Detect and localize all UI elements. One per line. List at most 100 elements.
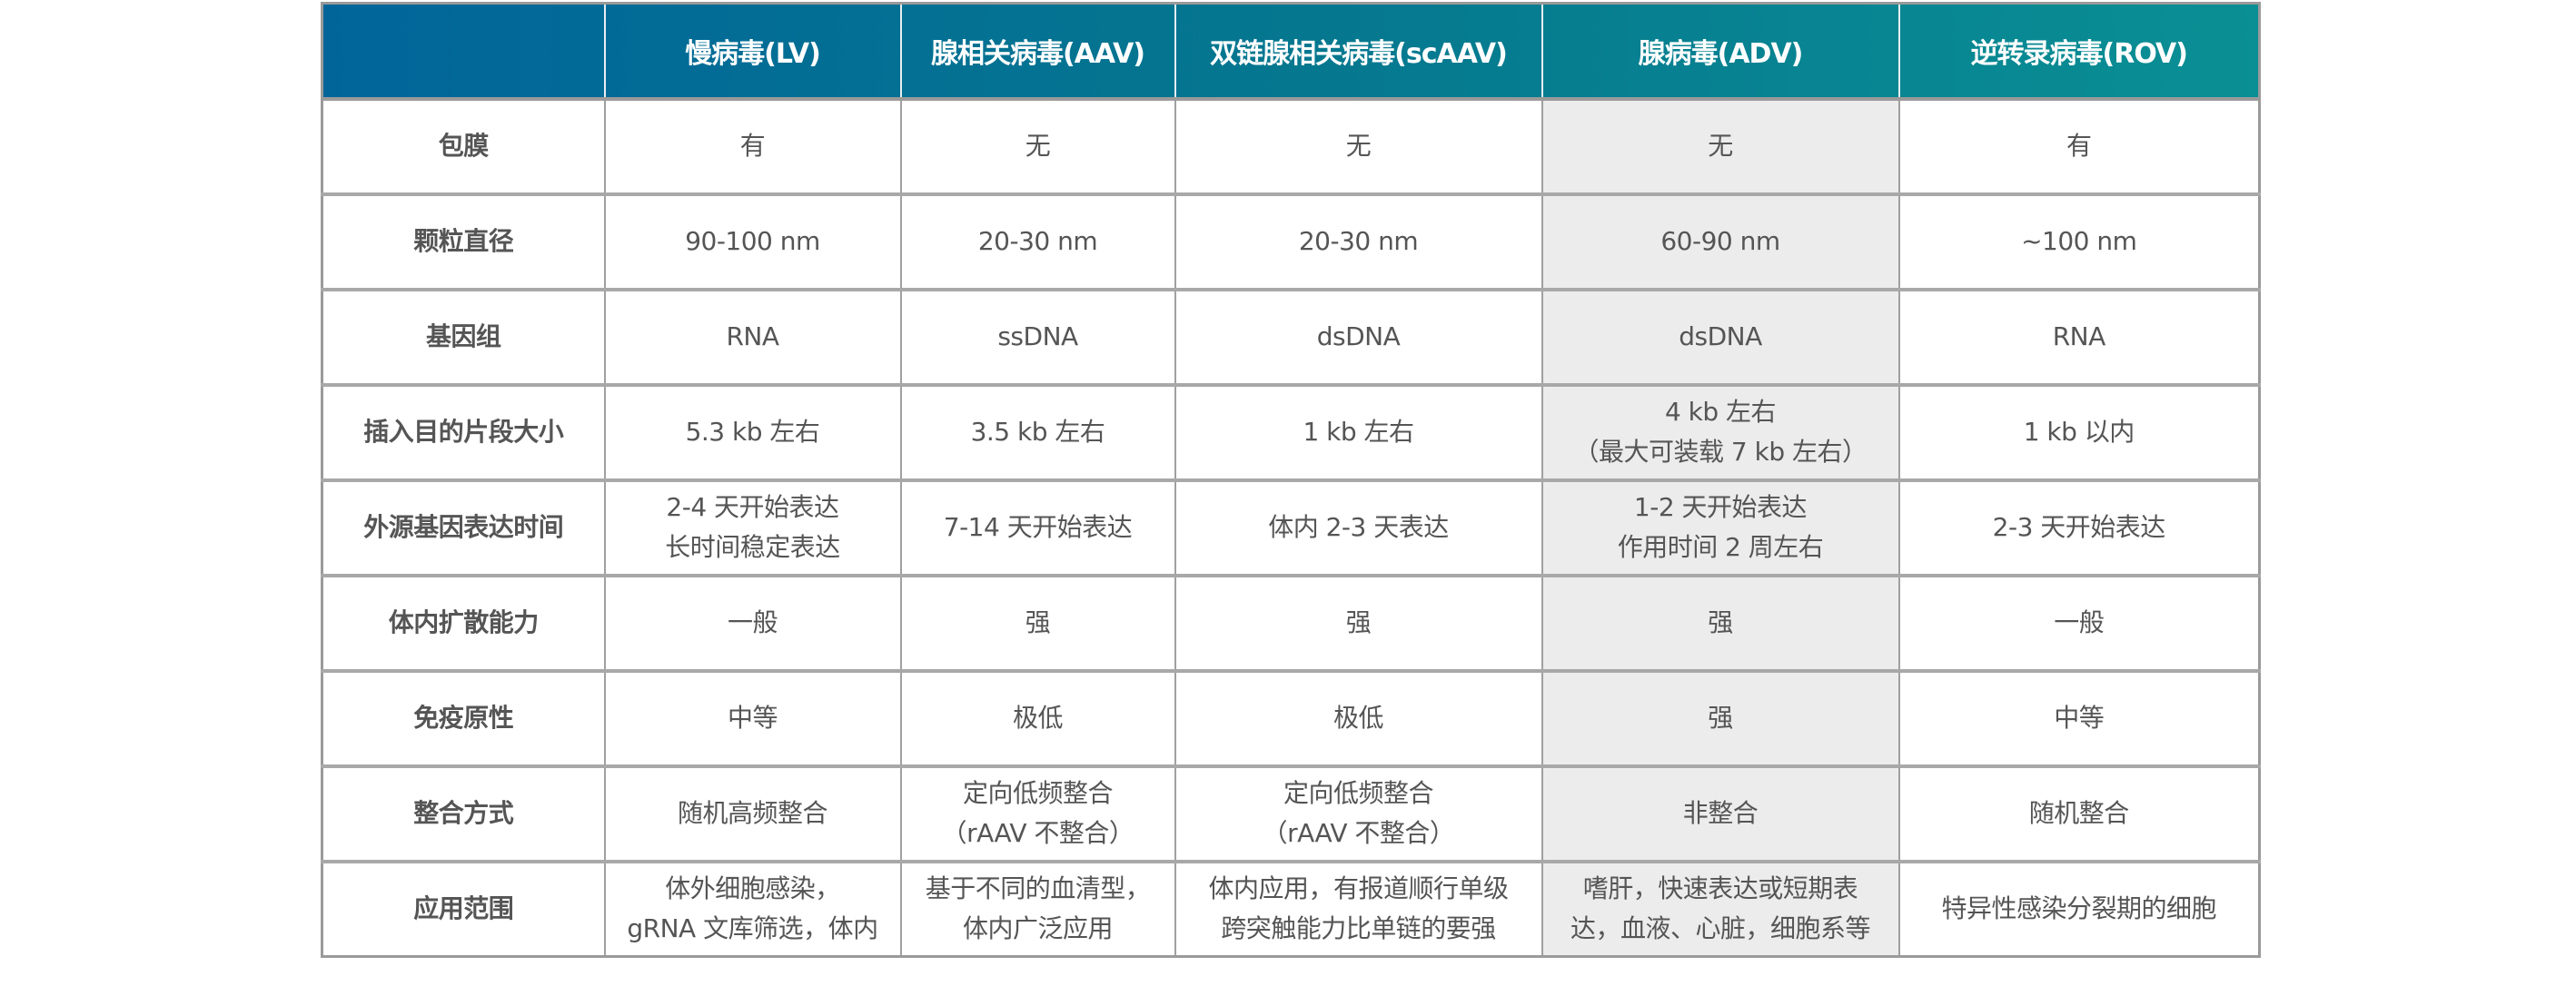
- cell-text-line: 极低: [1333, 703, 1384, 733]
- cell-text-line: 强: [1708, 703, 1733, 733]
- cell-text-line: 3.5 kb 左右: [970, 417, 1105, 447]
- cell-aav: 20-30 nm: [899, 192, 1175, 290]
- cell-scaav: 20-30 nm: [1174, 192, 1542, 290]
- column-header-rov: 逆转录病毒(ROV): [1897, 3, 2260, 101]
- corner-cell: [322, 3, 605, 101]
- cell-text-line: 体外细胞感染，: [665, 873, 840, 904]
- cell-text-line: dsDNA: [1679, 321, 1762, 351]
- table-row: 插入目的片段大小 5.3 kb 左右 3.5 kb 左右 1 kb 左右 4 kb 左右…: [322, 382, 2260, 480]
- cell-lv: 2-4 天开始表达 长时间稳定表达: [603, 478, 901, 576]
- cell-text-line: 定向低频整合: [1283, 778, 1434, 808]
- cell-text-line: 1 kb 以内: [2023, 417, 2135, 447]
- cell-rov: 一般: [1897, 573, 2260, 671]
- cell-text-line: 基于不同的血清型，: [925, 873, 1151, 904]
- cell-text-line: 1 kb 左右: [1303, 417, 1414, 447]
- cell-text-line: 长时间稳定表达: [665, 532, 840, 562]
- cell-adv: 4 kb 左右 （最大可装载 7 kb 左右）: [1541, 382, 1899, 480]
- cell-text-line: 非整合: [1682, 798, 1759, 828]
- cell-text-line: 2-4 天开始表达: [666, 492, 839, 522]
- cell-scaav: 极低: [1174, 668, 1542, 766]
- cell-aav: 7-14 天开始表达: [899, 478, 1175, 576]
- cell-text-line: 90-100 nm: [685, 226, 820, 256]
- table-row: 免疫原性 中等 极低 极低 强 中等: [322, 668, 2260, 766]
- table-row: 基因组 RNA ssDNA dsDNA dsDNA RNA: [322, 287, 2260, 385]
- cell-text-line: 20-30 nm: [1298, 226, 1419, 256]
- cell-rov: 2-3 天开始表达: [1897, 478, 2260, 576]
- cell-adv: 无: [1541, 96, 1899, 194]
- table-row: 外源基因表达时间 2-4 天开始表达 长时间稳定表达 7-14 天开始表达 体内 2-3…: [322, 478, 2260, 576]
- cell-text-line: 一般: [727, 607, 778, 637]
- cell-text-line: 定向低频整合: [962, 778, 1114, 808]
- cell-adv: 嗜肝，快速表达或短期表 达，血液、心脏，细胞系等: [1541, 859, 1899, 957]
- cell-aav: 基于不同的血清型， 体内广泛应用: [899, 859, 1175, 957]
- cell-text-line: 极低: [1012, 703, 1064, 733]
- column-header-scaav: 双链腺相关病毒(scAAV): [1174, 3, 1542, 101]
- cell-text-line: 强: [1345, 607, 1372, 637]
- cell-adv: 60-90 nm: [1541, 192, 1899, 290]
- cell-rov: 1 kb 以内: [1897, 382, 2260, 480]
- cell-scaav: 无: [1174, 96, 1542, 194]
- cell-aav: 定向低频整合 （rAAV 不整合）: [899, 764, 1175, 862]
- cell-text-line: 随机整合: [2028, 798, 2130, 828]
- cell-text-line: gRNA 文库筛选，体内: [627, 913, 878, 944]
- table-row: 整合方式 随机高频整合 定向低频整合 （rAAV 不整合） 定向低频整合 （rAAV 不整…: [322, 764, 2260, 862]
- cell-adv: 1-2 天开始表达 作用时间 2 周左右: [1541, 478, 1899, 576]
- cell-rov: ~100 nm: [1897, 192, 2260, 290]
- cell-scaav: dsDNA: [1174, 287, 1542, 385]
- cell-scaav: 体内 2-3 天表达: [1174, 478, 1542, 576]
- cell-rov: RNA: [1897, 287, 2260, 385]
- cell-text-line: 达，血液、心脏，细胞系等: [1570, 913, 1871, 944]
- cell-lv: 5.3 kb 左右: [603, 382, 901, 480]
- cell-text-line: 一般: [2054, 607, 2105, 637]
- cell-text-line: （rAAV 不整合）: [1262, 818, 1455, 848]
- table-row: 应用范围 体外细胞感染， gRNA 文库筛选，体内 基于不同的血清型， 体内广泛应用 体内…: [322, 859, 2260, 957]
- cell-aav: 3.5 kb 左右: [899, 382, 1175, 480]
- cell-lv: 一般: [603, 573, 901, 671]
- cell-text-line: 2-3 天开始表达: [1992, 512, 2166, 542]
- cell-aav: 无: [899, 96, 1175, 194]
- cell-adv: 非整合: [1541, 764, 1899, 862]
- cell-text-line: 嗜肝，快速表达或短期表: [1582, 873, 1858, 904]
- cell-rov: 特异性感染分裂期的细胞: [1897, 859, 2260, 957]
- cell-lv: 随机高频整合: [603, 764, 901, 862]
- cell-rov: 中等: [1897, 668, 2260, 766]
- cell-text-line: dsDNA: [1316, 321, 1401, 351]
- cell-text-line: 1-2 天开始表达: [1633, 492, 1808, 522]
- cell-text-line: ~100 nm: [2021, 226, 2137, 256]
- cell-text-line: 中等: [2054, 703, 2105, 733]
- cell-adv: 强: [1541, 573, 1899, 671]
- cell-text-line: 作用时间 2 周左右: [1617, 532, 1824, 562]
- cell-text-line: 中等: [727, 703, 778, 733]
- cell-text-line: 20-30 nm: [977, 226, 1098, 256]
- row-label: 基因组: [322, 287, 605, 385]
- cell-aav: 极低: [899, 668, 1175, 766]
- cell-rov: 随机整合: [1897, 764, 2260, 862]
- row-label: 包膜: [322, 96, 605, 194]
- cell-text-line: RNA: [2052, 321, 2106, 351]
- cell-scaav: 1 kb 左右: [1174, 382, 1542, 480]
- cell-scaav: 体内应用，有报道顺行单级 跨突触能力比单链的要强: [1174, 859, 1542, 957]
- header-row: 慢病毒(LV) 腺相关病毒(AAV) 双链腺相关病毒(scAAV) 腺病毒(AD…: [322, 3, 2260, 101]
- column-header-aav: 腺相关病毒(AAV): [899, 3, 1175, 101]
- cell-scaav: 定向低频整合 （rAAV 不整合）: [1174, 764, 1542, 862]
- cell-scaav: 强: [1174, 573, 1542, 671]
- cell-text-line: （最大可装载 7 kb 左右）: [1573, 437, 1868, 467]
- cell-text-line: 7-14 天开始表达: [943, 512, 1133, 542]
- cell-text-line: RNA: [726, 321, 779, 351]
- cell-lv: 中等: [603, 668, 901, 766]
- cell-lv: 有: [603, 96, 901, 194]
- cell-text-line: 有: [2066, 131, 2092, 161]
- cell-adv: 强: [1541, 668, 1899, 766]
- column-header-adv: 腺病毒(ADV): [1541, 3, 1899, 101]
- cell-text-line: （rAAV 不整合）: [941, 818, 1134, 848]
- column-header-lv: 慢病毒(LV): [603, 3, 901, 101]
- table-row: 体内扩散能力 一般 强 强 强 一般: [322, 573, 2260, 671]
- cell-text-line: 60-90 nm: [1660, 226, 1780, 256]
- cell-text-line: 体内应用，有报道顺行单级: [1208, 873, 1509, 904]
- cell-text-line: 有: [739, 131, 766, 161]
- cell-lv: 体外细胞感染， gRNA 文库筛选，体内: [603, 859, 901, 957]
- row-label: 免疫原性: [322, 668, 605, 766]
- cell-text-line: 体内广泛应用: [962, 913, 1114, 944]
- cell-text-line: ssDNA: [997, 321, 1078, 351]
- cell-text-line: 体内 2-3 天表达: [1268, 512, 1449, 542]
